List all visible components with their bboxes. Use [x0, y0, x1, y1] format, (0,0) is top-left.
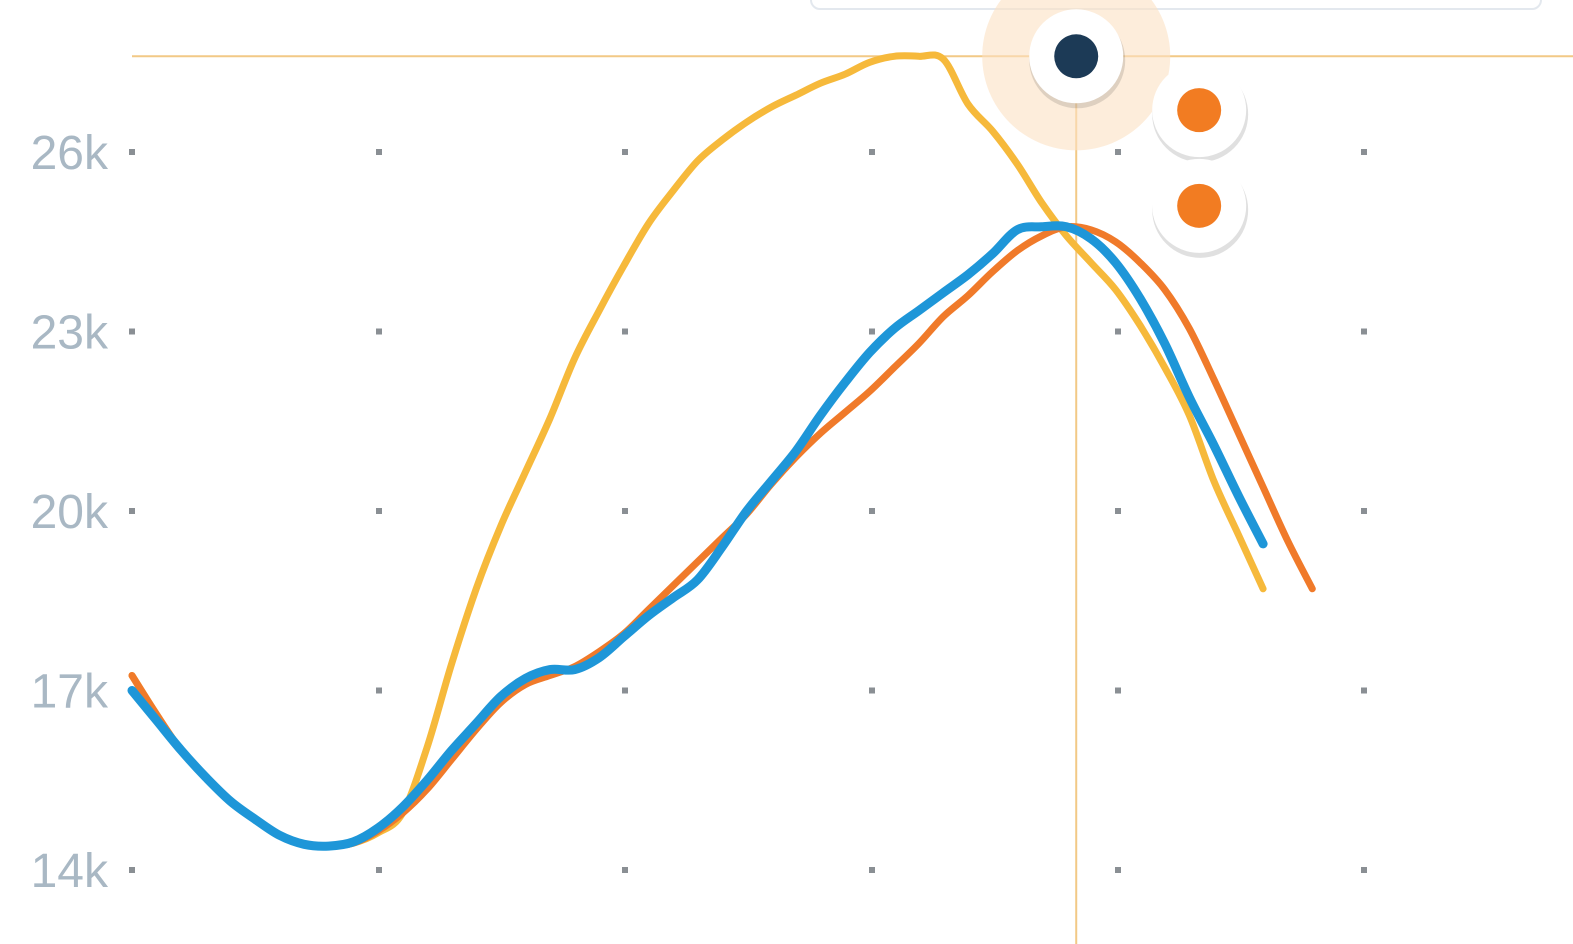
- grid-dot: [622, 687, 628, 694]
- crosshair: [132, 55, 1573, 944]
- grid-dot: [376, 867, 382, 873]
- grid-dot: [1361, 867, 1367, 873]
- hover-marker-2: [1177, 183, 1222, 228]
- grid-dot: [129, 508, 135, 514]
- grid-dot: [376, 508, 382, 514]
- y-tick-label: 23k: [31, 307, 109, 360]
- grid-dot: [622, 867, 628, 873]
- grid-dot: [869, 867, 875, 873]
- y-tick-label: 14k: [31, 845, 109, 898]
- grid-dot: [869, 508, 875, 514]
- y-axis-ticks: 14k 17k 20k 23k 26k: [31, 127, 109, 898]
- hover-marker-1: [1177, 88, 1222, 133]
- grid-dot: [622, 328, 628, 335]
- grid-dot: [1115, 149, 1121, 155]
- series-line-2: [127, 221, 1268, 851]
- grid-dot: [1115, 508, 1121, 514]
- grid-dot: [376, 328, 382, 335]
- grid-dot: [1115, 687, 1121, 694]
- grid-dot: [1361, 149, 1367, 155]
- series-lines: [127, 51, 1316, 851]
- grid-dot: [1361, 508, 1367, 514]
- grid-dot: [1361, 328, 1367, 335]
- y-tick-label: 26k: [31, 127, 109, 180]
- grid-dot: [1361, 687, 1367, 694]
- grid-dot: [1115, 328, 1121, 335]
- grid-dot: [869, 149, 875, 155]
- grid-dot: [376, 687, 382, 694]
- series-line-0: [128, 51, 1267, 850]
- grid-dot: [129, 149, 135, 155]
- grid-dot: [869, 687, 875, 694]
- y-tick-label: 17k: [31, 666, 109, 719]
- hover-markers: [982, 0, 1249, 258]
- grid-dot: [129, 328, 135, 335]
- grid-dot: [622, 508, 628, 514]
- grid-dot: [376, 149, 382, 155]
- grid-dot: [622, 149, 628, 155]
- grid-dot: [1115, 867, 1121, 873]
- grid-dot: [869, 328, 875, 335]
- grid-dot: [129, 867, 135, 873]
- y-tick-label: 20k: [31, 486, 109, 539]
- hover-marker-0: [1054, 34, 1099, 79]
- grid-dots: [129, 149, 1367, 873]
